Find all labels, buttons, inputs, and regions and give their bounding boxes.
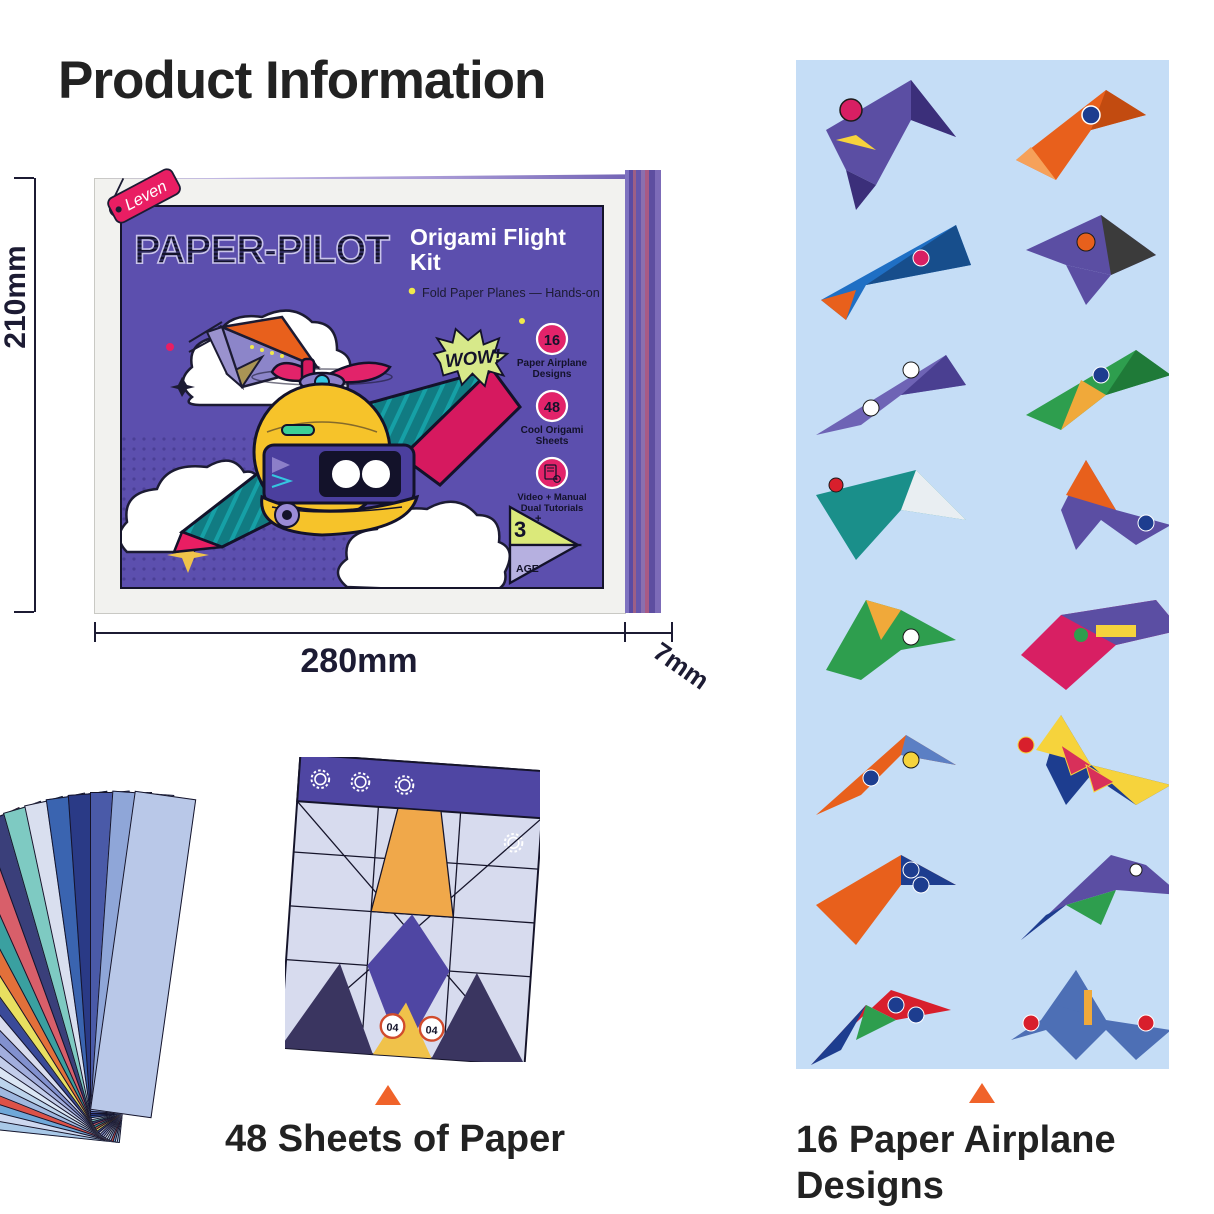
svg-text:Video + Manual: Video + Manual: [517, 492, 586, 503]
svg-text:Designs: Designs: [533, 369, 572, 380]
svg-text:3: 3: [514, 517, 526, 542]
svg-text:Origami Flight: Origami Flight: [410, 224, 566, 250]
svg-text:16: 16: [544, 333, 560, 349]
svg-text:PAPER-PILOT: PAPER-PILOT: [134, 228, 390, 272]
svg-text:Fold Paper Planes — Hands-on a: Fold Paper Planes — Hands-on and Brain-e…: [422, 286, 602, 300]
svg-text:Sheets: Sheets: [536, 436, 569, 447]
svg-text:+: +: [535, 513, 541, 525]
svg-text:04: 04: [425, 1024, 438, 1037]
svg-text:Cool Origami: Cool Origami: [521, 425, 584, 436]
svg-text:Kit: Kit: [410, 249, 441, 275]
svg-text:Dual Tutorials: Dual Tutorials: [521, 503, 584, 514]
svg-text:AGE: AGE: [516, 563, 539, 575]
svg-text:48: 48: [544, 400, 560, 416]
svg-text:04: 04: [386, 1022, 399, 1035]
svg-text:Paper Airplane: Paper Airplane: [517, 358, 588, 369]
